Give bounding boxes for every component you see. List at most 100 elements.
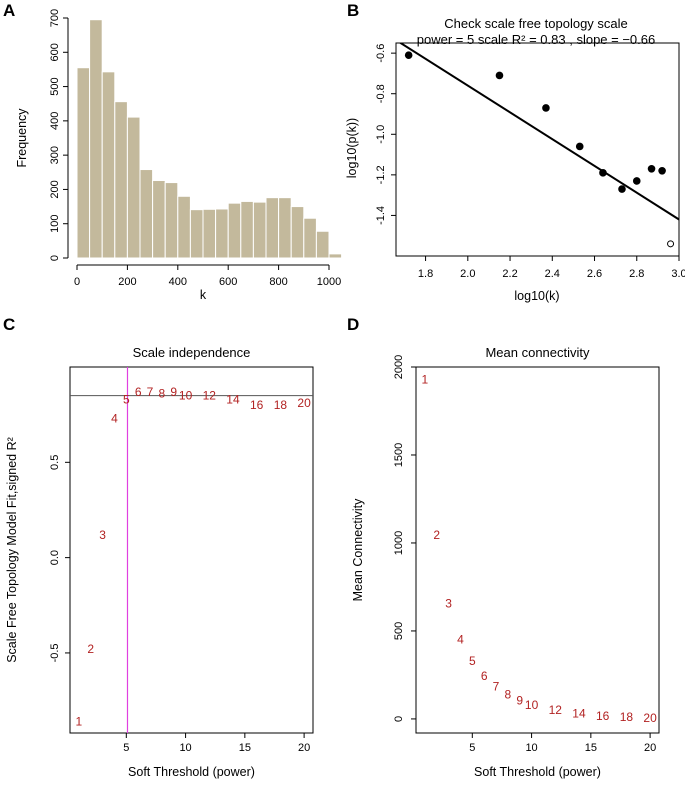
y-tick-label: 1500 — [393, 443, 405, 467]
y-tick-label: 100 — [49, 215, 61, 233]
y-tick-label: 600 — [49, 43, 61, 61]
x-axis-label: Soft Threshold (power) — [128, 765, 255, 779]
power-point-label: 8 — [159, 387, 166, 401]
x-tick-label: 800 — [269, 276, 287, 288]
power-point-label: 1 — [422, 372, 429, 386]
power-point-label: 4 — [111, 411, 118, 425]
panel-label-a: A — [3, 1, 15, 20]
x-tick-label: 20 — [644, 742, 656, 754]
y-axis-label: log10(p(k)) — [345, 118, 359, 178]
data-point — [658, 167, 666, 175]
y-tick-label: 300 — [49, 146, 61, 164]
x-tick-label: 600 — [219, 276, 237, 288]
x-tick-label: 5 — [123, 742, 129, 754]
power-point-label: 1 — [76, 715, 83, 729]
data-point — [618, 185, 626, 193]
panel-label-b: B — [347, 1, 359, 20]
y-tick-label: -1.2 — [375, 165, 387, 184]
x-tick-label: 400 — [169, 276, 187, 288]
x-tick-label: 10 — [179, 742, 191, 754]
y-tick-label: 500 — [393, 622, 405, 640]
y-tick-label: -1.4 — [375, 206, 387, 225]
power-point-label: 10 — [525, 698, 539, 712]
power-point-label: 3 — [99, 528, 106, 542]
histogram-bar — [164, 182, 179, 259]
y-tick-label: -0.8 — [375, 84, 387, 103]
histogram-bar — [152, 180, 166, 259]
x-tick-label: 5 — [469, 742, 475, 754]
x-axis-label: Soft Threshold (power) — [474, 765, 601, 779]
histogram-bar — [227, 202, 242, 259]
power-point-label: 18 — [620, 710, 634, 724]
power-point-label: 9 — [516, 693, 523, 707]
histogram-bar — [240, 200, 254, 259]
panel-label-c: C — [3, 315, 15, 334]
y-tick-label: 0.0 — [49, 550, 61, 565]
power-point-label: 18 — [274, 398, 288, 412]
power-point-label: 12 — [549, 703, 563, 717]
histogram-bar — [303, 217, 317, 259]
histogram-bar — [101, 71, 116, 259]
y-tick-label: 500 — [49, 77, 61, 95]
x-tick-label: 2.6 — [587, 268, 602, 280]
histogram-bar — [278, 197, 292, 259]
plot-frame — [69, 366, 314, 734]
data-point — [575, 142, 584, 151]
histogram-bar — [202, 208, 217, 259]
x-tick-label: 1.8 — [418, 268, 433, 280]
data-point — [404, 51, 413, 59]
histogram-bar — [290, 206, 305, 259]
power-point-label: 20 — [297, 396, 311, 410]
x-axis-label: log10(k) — [514, 289, 559, 303]
data-point — [599, 169, 607, 177]
y-tick-label: 2000 — [393, 355, 405, 379]
y-tick-label: 0.5 — [49, 455, 61, 470]
plot-title: Check scale free topology scale — [444, 16, 628, 31]
plot-subtitle: power = 5 scale R² = 0.83 , slope = −0.6… — [417, 32, 655, 47]
x-tick-label: 200 — [118, 276, 136, 288]
histogram-bar — [114, 101, 128, 259]
y-axis-label: Frequency — [15, 108, 29, 168]
histogram-bar — [76, 67, 91, 259]
histogram-bar — [177, 195, 191, 259]
x-tick-label: 2.4 — [545, 268, 560, 280]
x-tick-label: 3.0 — [671, 268, 685, 280]
histogram-bar — [265, 197, 280, 259]
y-tick-label: -1.0 — [375, 125, 387, 144]
plot-title: Scale independence — [133, 345, 251, 360]
power-point-label: 16 — [596, 709, 610, 723]
data-point — [495, 71, 504, 80]
power-point-label: 5 — [469, 654, 476, 668]
power-point-label: 3 — [445, 597, 452, 611]
y-tick-label: -0.5 — [49, 643, 61, 662]
power-point-label: 8 — [505, 687, 512, 701]
y-tick-label: 0 — [49, 255, 61, 261]
fit-line — [398, 43, 679, 221]
power-point-label: 14 — [226, 392, 240, 406]
y-tick-label: 700 — [49, 9, 61, 27]
x-tick-label: 10 — [525, 742, 537, 754]
x-tick-label: 20 — [298, 742, 310, 754]
power-point-label: 2 — [433, 528, 440, 542]
y-tick-label: -0.6 — [375, 44, 387, 63]
power-point-label: 2 — [87, 642, 94, 656]
power-point-label: 20 — [643, 711, 657, 725]
data-point — [542, 104, 550, 112]
power-point-label: 7 — [493, 679, 500, 693]
histogram-bar — [139, 169, 154, 259]
y-axis-label: Mean Connectivity — [351, 498, 365, 602]
y-tick-label: 200 — [49, 180, 61, 198]
x-tick-label: 2.2 — [502, 268, 517, 280]
x-tick-label: 2.0 — [460, 268, 475, 280]
histogram-bar — [315, 230, 330, 259]
power-point-label: 7 — [147, 385, 154, 399]
plot-frame — [415, 366, 660, 734]
y-axis-label: Scale Free Topology Model Fit,signed R² — [5, 437, 19, 663]
power-point-label: 12 — [203, 389, 217, 403]
x-axis-label: k — [200, 288, 207, 302]
power-point-label: 16 — [250, 398, 264, 412]
histogram-bar — [328, 253, 343, 259]
